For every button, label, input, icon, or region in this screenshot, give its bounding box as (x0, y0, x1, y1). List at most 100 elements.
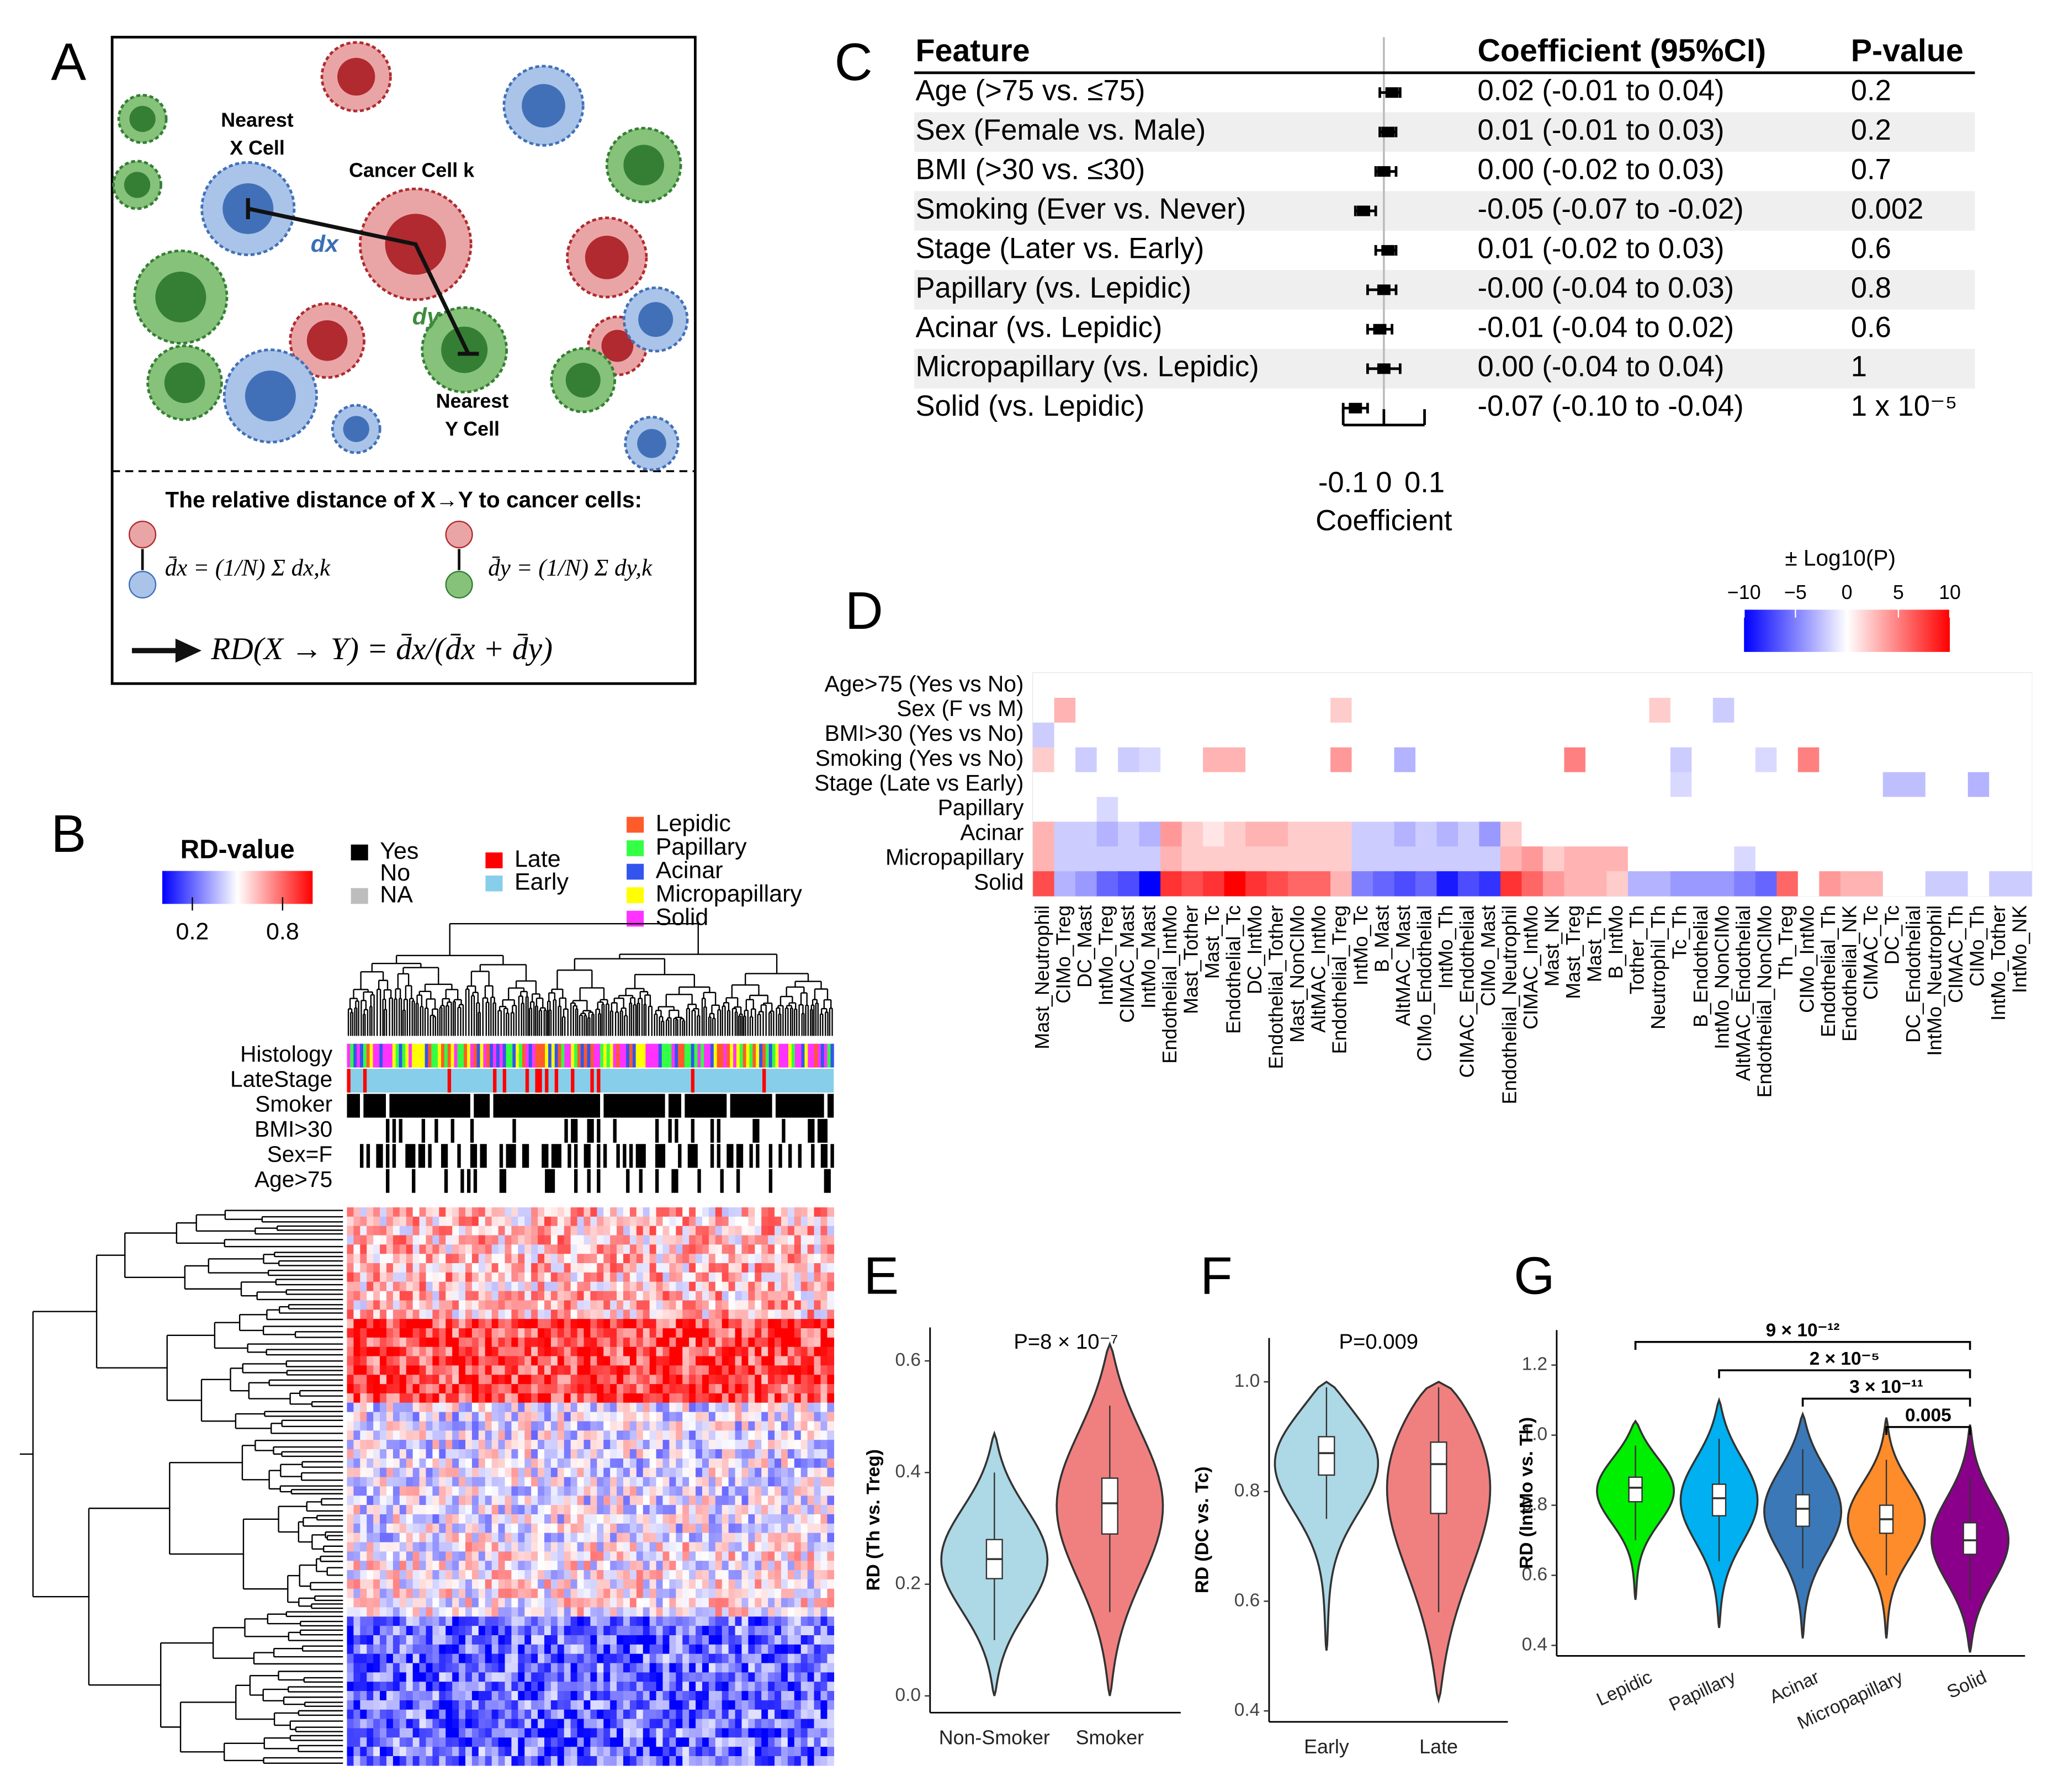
heatmap-cell (617, 1412, 624, 1422)
panel-letter: A (51, 33, 86, 92)
heatmap-cell (426, 1505, 433, 1515)
heatmap-cell (511, 1579, 519, 1589)
heatmap-cell (478, 1747, 486, 1757)
heatmap-cell (610, 1319, 617, 1329)
heatmap-cell (603, 1635, 611, 1645)
heatmap-cell (617, 1709, 624, 1720)
heatmap-cell (367, 1328, 374, 1338)
heatmap-cell (669, 1533, 677, 1543)
heatmap-cell (550, 1561, 558, 1571)
track-cell (571, 1043, 575, 1068)
track-cell (788, 1144, 792, 1168)
heatmap-cell (426, 1375, 433, 1385)
heatmap-cell (636, 1421, 644, 1432)
heatmap-cell (748, 1356, 756, 1366)
heatmap-cell (498, 1328, 506, 1338)
heatmap-cell (491, 1728, 499, 1738)
heatmap-cell (669, 1663, 677, 1673)
heatmap-cell (590, 1272, 598, 1282)
track-cell (746, 1043, 750, 1068)
heatmap-cell (715, 1514, 723, 1524)
heatmap-cell (629, 1616, 637, 1626)
heatmap-cell (577, 1533, 585, 1543)
track-cell (502, 1069, 507, 1093)
heatmap-cell (787, 1356, 795, 1366)
heatmap-cell (781, 1393, 788, 1403)
heatmap-cell (617, 1551, 624, 1561)
heatmap-cell (794, 1449, 802, 1459)
track-cell (691, 1069, 695, 1093)
heatmap-cell (406, 1496, 413, 1505)
heatmap-cell (722, 1263, 729, 1273)
heatmap-cell (775, 1505, 782, 1515)
heatmap-cell (682, 1393, 689, 1403)
heatmap-cell (459, 1272, 466, 1282)
heatmap-cell (814, 1626, 821, 1636)
heatmap-cell (827, 1533, 835, 1543)
heatmap-cell (603, 1505, 611, 1515)
heatmap-cell (445, 1384, 453, 1394)
heatmap-cell (1925, 698, 1947, 723)
heatmap-cell (814, 1570, 821, 1580)
heatmap-cell (478, 1486, 486, 1496)
heatmap-cell (452, 1440, 459, 1450)
heatmap-cell (445, 1709, 453, 1720)
heatmap-cell (380, 1402, 387, 1413)
heatmap-cell (538, 1365, 545, 1375)
heatmap-cell (689, 1561, 696, 1571)
heatmap-cell (524, 1281, 532, 1292)
heatmap-cell (557, 1263, 565, 1273)
heatmap-cell (794, 1644, 802, 1655)
heatmap-cell (715, 1291, 723, 1301)
heatmap-cell (557, 1440, 565, 1450)
track-cell (554, 1069, 559, 1093)
heatmap-cell (531, 1542, 538, 1552)
heatmap-cell (347, 1449, 354, 1459)
heatmap-cell (452, 1477, 459, 1487)
heatmap-cell (550, 1682, 558, 1692)
heatmap-cell (696, 1375, 703, 1385)
heatmap-cell (465, 1747, 473, 1757)
heatmap-cell (386, 1254, 394, 1264)
heatmap-cell (392, 1281, 400, 1292)
heatmap-cell (491, 1226, 499, 1236)
heatmap-cell (649, 1486, 657, 1496)
legend-label: Papillary (656, 834, 747, 860)
heatmap-cell (471, 1384, 479, 1394)
heatmap-cell (676, 1375, 683, 1385)
heatmap-cell (432, 1486, 440, 1496)
heatmap-cell (656, 1672, 664, 1682)
heatmap-cell (459, 1635, 466, 1645)
heatmap-cell (550, 1644, 558, 1655)
heatmap-cell (715, 1216, 723, 1227)
heatmap-cell (439, 1216, 446, 1227)
heatmap-cell (702, 1709, 709, 1720)
heatmap-cell (708, 1440, 716, 1450)
heatmap-cell (728, 1244, 736, 1254)
heatmap-cell (794, 1496, 802, 1505)
heatmap-cell (827, 1458, 835, 1468)
heatmap-cell (735, 1486, 742, 1496)
heatmap-cell (353, 1598, 361, 1608)
heatmap-cell (781, 1747, 788, 1757)
heatmap-cell (570, 1440, 578, 1450)
heatmap-cell (550, 1254, 558, 1264)
heatmap-cell (485, 1300, 492, 1311)
heatmap-cell (550, 1440, 558, 1450)
heatmap-cell (682, 1626, 689, 1636)
heatmap-cell (662, 1737, 670, 1747)
heatmap-cell (518, 1421, 525, 1432)
heatmap-cell (392, 1598, 400, 1608)
heatmap-cell (353, 1523, 361, 1534)
heatmap-cell (702, 1719, 709, 1729)
heatmap-cell (800, 1598, 808, 1608)
heatmap-cell (715, 1309, 723, 1319)
heatmap-cell (498, 1616, 506, 1626)
heatmap-cell (426, 1467, 433, 1478)
heatmap-cell (491, 1616, 499, 1626)
heatmap-cell (367, 1263, 374, 1273)
heatmap-cell (564, 1300, 571, 1311)
heatmap-cell (649, 1644, 657, 1655)
heatmap-cell (570, 1393, 578, 1403)
heatmap-cell (478, 1756, 486, 1766)
